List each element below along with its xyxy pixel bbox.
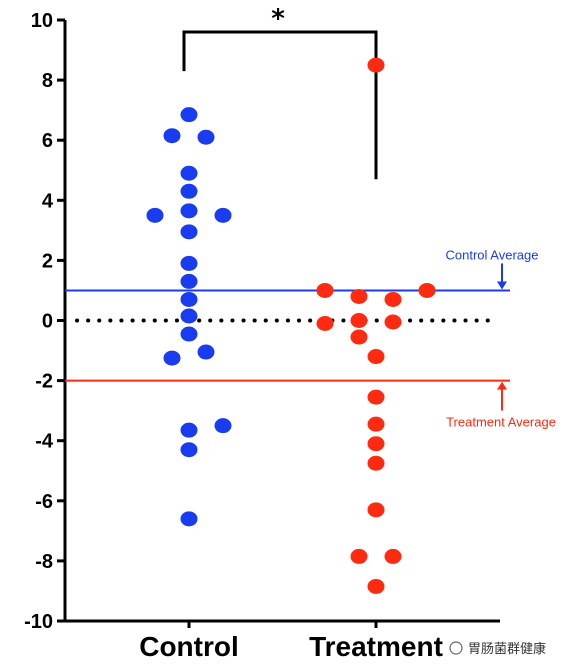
x-category-label-control: Control (139, 631, 239, 662)
average-annotations: Control Average Treatment Average (446, 247, 556, 429)
significance-bracket-line (182, 30, 378, 180)
data-points (146, 57, 436, 594)
control-data-point (180, 442, 198, 458)
reference-lines (65, 289, 510, 382)
significance-star: * (271, 4, 285, 34)
category-labels: Control Treatment (139, 621, 443, 662)
y-tick-label: 10 (31, 10, 53, 32)
control-data-point (197, 129, 215, 145)
treatment-data-point (350, 313, 368, 328)
control-data-point (180, 107, 198, 123)
treatment-data-point (367, 389, 385, 405)
watermark-logo-icon (449, 641, 463, 655)
treatment-data-point (367, 436, 385, 452)
control-data-point (180, 224, 198, 240)
treatment-data-point (384, 291, 402, 307)
treatment-data-point (316, 282, 334, 298)
treatment-data-point (367, 57, 385, 73)
control-data-point (163, 128, 181, 144)
treatment-data-point (350, 548, 368, 564)
control-data-point (214, 418, 232, 434)
control-average-label: Control Average (446, 247, 539, 262)
control-data-point (180, 422, 198, 438)
y-tick-label: -4 (35, 431, 54, 453)
y-tick-label: -2 (35, 371, 53, 393)
treatment-data-point (350, 329, 368, 345)
control-average-arrowhead (497, 281, 507, 290)
control-data-point (214, 207, 232, 223)
y-axis: 10 8 6 4 2 0 -2 -4 -6 -8 -10 (24, 10, 500, 633)
treatment-data-point (316, 316, 334, 332)
treatment-data-point (367, 349, 385, 365)
control-data-point (180, 291, 198, 307)
control-data-point (180, 255, 198, 271)
y-tick-label: -8 (35, 551, 53, 573)
treatment-data-point (384, 314, 402, 330)
control-data-point (180, 511, 198, 527)
treatment-data-point (367, 455, 385, 471)
y-tick-label: -6 (35, 491, 53, 513)
watermark-text: 胃肠菌群健康 (468, 641, 546, 657)
control-data-point (146, 207, 164, 223)
y-tick-label: 6 (42, 130, 53, 152)
control-data-point (180, 165, 198, 181)
control-data-point (180, 203, 198, 219)
y-tick-label: 4 (42, 190, 54, 212)
control-data-point (180, 308, 198, 324)
y-tick-label: 0 (42, 311, 53, 333)
control-data-point (163, 350, 181, 366)
treatment-average-arrowhead (497, 381, 507, 390)
y-tick-label: 2 (42, 250, 53, 272)
control-data-point (180, 326, 198, 342)
y-tick-label: 8 (42, 70, 53, 92)
treatment-data-point (367, 578, 385, 594)
y-tick-label: -10 (24, 611, 53, 633)
x-category-label-treatment: Treatment (309, 631, 443, 662)
treatment-data-point (418, 282, 436, 298)
control-data-point (197, 344, 215, 360)
control-data-point (180, 183, 198, 199)
treatment-data-point (350, 288, 368, 304)
treatment-data-point (367, 502, 385, 518)
watermark: 胃肠菌群健康 (449, 641, 546, 657)
control-data-point (180, 273, 198, 289)
significance-bracket: * (182, 4, 378, 180)
treatment-data-point (384, 548, 402, 564)
treatment-data-point (367, 416, 385, 432)
treatment-average-label: Treatment Average (446, 415, 556, 430)
